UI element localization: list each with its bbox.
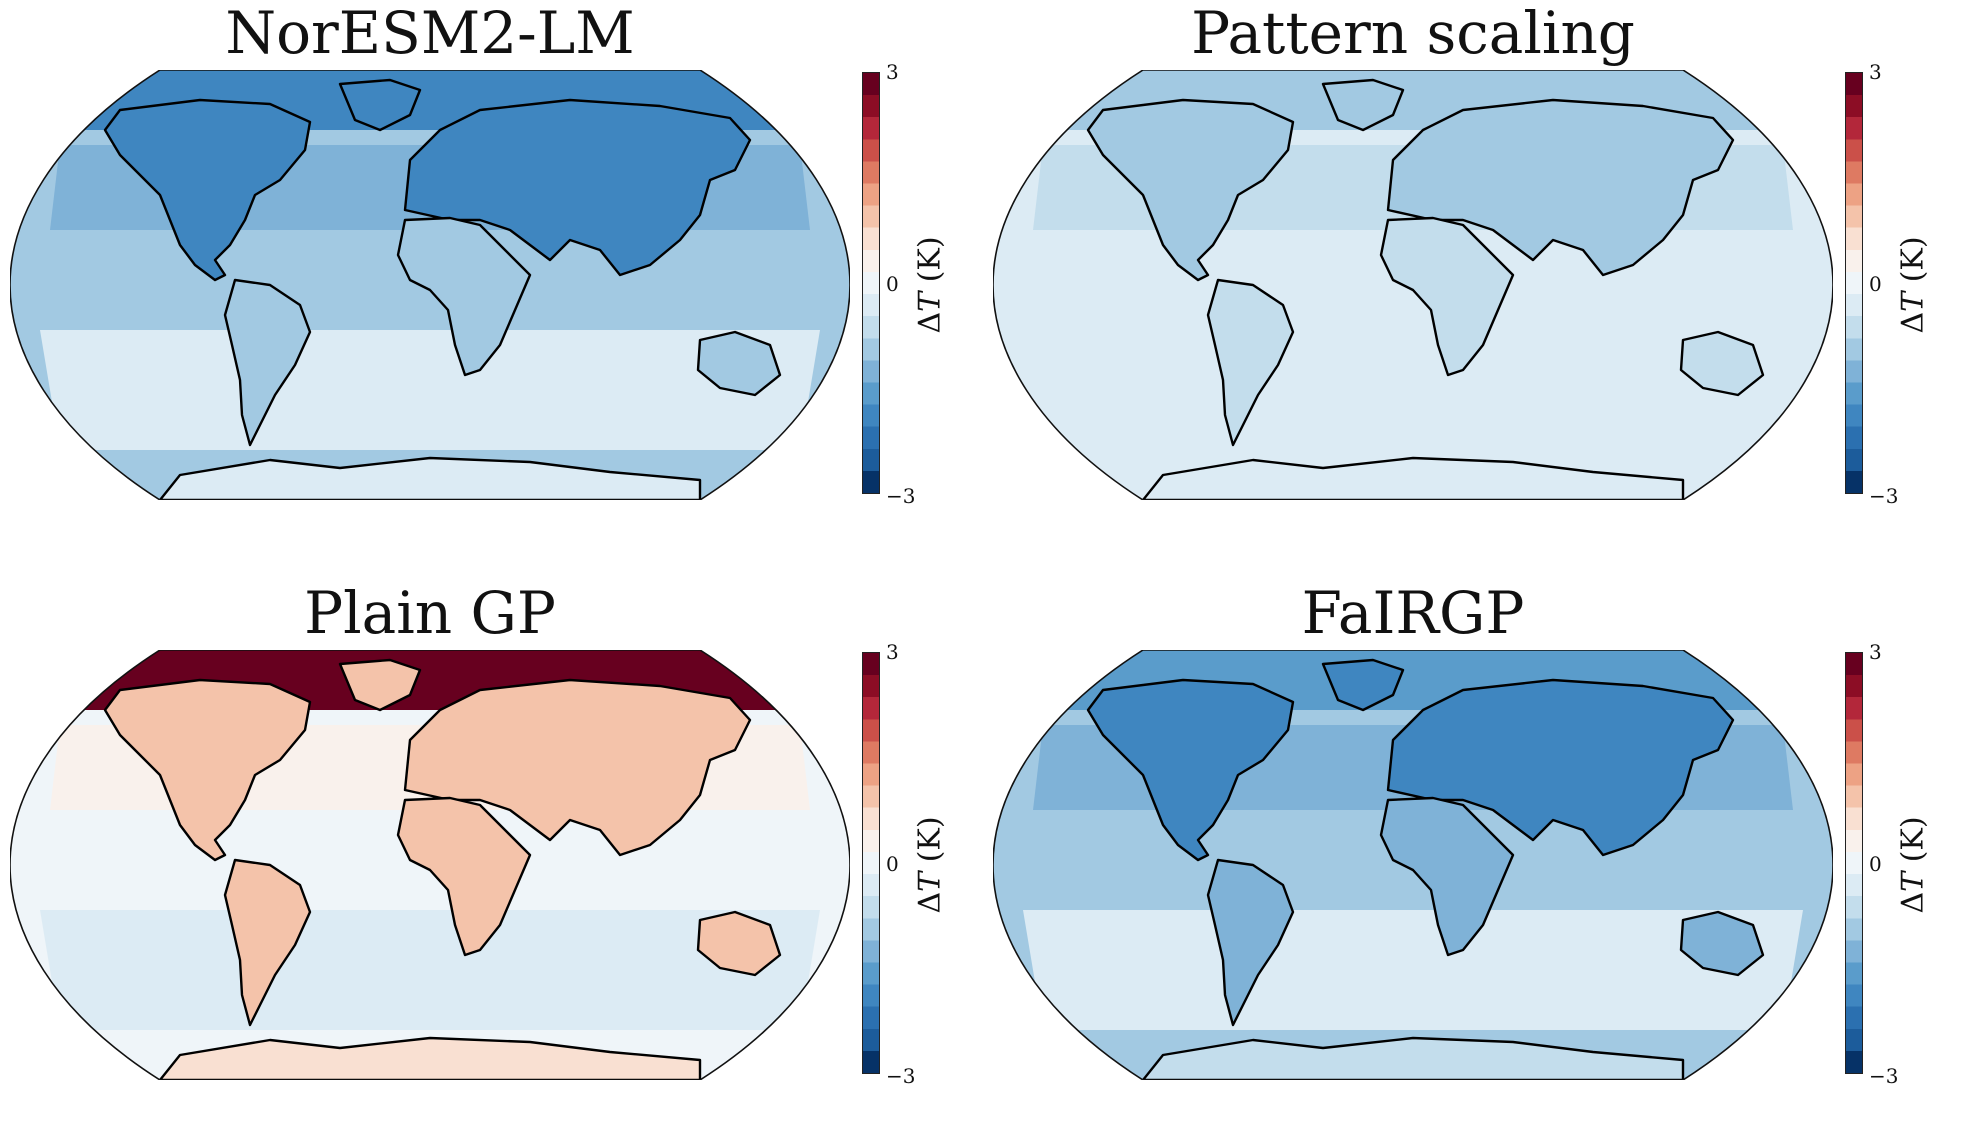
land-south-america bbox=[1206, 858, 1295, 1027]
colorbar-tick-mid: 0 bbox=[1869, 852, 1882, 876]
land-antarctica bbox=[1141, 1036, 1685, 1080]
land-africa bbox=[1379, 796, 1515, 957]
land-eurasia bbox=[403, 678, 752, 857]
land-greenland bbox=[1321, 78, 1405, 132]
land-eurasia bbox=[1386, 678, 1735, 857]
land-greenland bbox=[338, 78, 422, 132]
land-greenland bbox=[338, 658, 422, 712]
land-north-america bbox=[103, 678, 312, 862]
land-australia bbox=[696, 910, 782, 977]
land-africa bbox=[396, 796, 532, 957]
land-south-america bbox=[1206, 278, 1295, 447]
colorbar-tick-mid: 0 bbox=[886, 852, 899, 876]
panel-title: FaIRGP bbox=[1301, 579, 1525, 647]
land-africa bbox=[1379, 216, 1515, 377]
panel-plain-gp: Plain GP 3 0 −3 ΔT (K) bbox=[0, 580, 982, 1128]
colorbar bbox=[1845, 72, 1863, 494]
land-north-america bbox=[1086, 678, 1295, 862]
panel-title: NorESM2-LM bbox=[225, 0, 635, 67]
panel-noresm2-lm: NorESM2-LM 3 0 −3 ΔT (K) bbox=[0, 0, 982, 548]
colorbar-tick-min: −3 bbox=[886, 1064, 916, 1088]
panel-fairgp: FaIRGP 3 0 −3 ΔT (K) bbox=[983, 580, 1965, 1128]
colorbar bbox=[1845, 652, 1863, 1074]
land-north-america bbox=[103, 98, 312, 282]
panel-title: Pattern scaling bbox=[1191, 0, 1635, 67]
colorbar-tick-max: 3 bbox=[886, 60, 899, 84]
map-field bbox=[10, 650, 850, 1080]
land-antarctica bbox=[158, 1036, 702, 1080]
land-antarctica bbox=[1141, 456, 1685, 500]
map-field bbox=[993, 650, 1833, 1080]
map-boundary bbox=[10, 650, 850, 1080]
colorbar bbox=[862, 72, 880, 494]
land-australia bbox=[696, 330, 782, 397]
land-africa bbox=[396, 216, 532, 377]
land-eurasia bbox=[403, 98, 752, 277]
colorbar-tick-max: 3 bbox=[1869, 640, 1882, 664]
land-north-america bbox=[1086, 98, 1295, 282]
world-map bbox=[993, 70, 1833, 500]
colorbar-tick-max: 3 bbox=[1869, 60, 1882, 84]
colorbar-tick-max: 3 bbox=[886, 640, 899, 664]
world-map bbox=[10, 650, 850, 1080]
map-boundary bbox=[10, 70, 850, 500]
land-south-america bbox=[223, 278, 312, 447]
land-south-america bbox=[223, 858, 312, 1027]
map-field bbox=[993, 70, 1833, 500]
land-greenland bbox=[1321, 658, 1405, 712]
colorbar-tick-min: −3 bbox=[1869, 1064, 1899, 1088]
colorbar-label: ΔT (K) bbox=[912, 236, 948, 334]
colorbar-label: ΔT (K) bbox=[912, 816, 948, 914]
colorbar-label: ΔT (K) bbox=[1895, 816, 1931, 914]
land-australia bbox=[1679, 330, 1765, 397]
land-antarctica bbox=[158, 456, 702, 500]
panel-pattern-scaling: Pattern scaling 3 0 −3 ΔT (K) bbox=[983, 0, 1965, 548]
colorbar-tick-min: −3 bbox=[886, 484, 916, 508]
map-boundary bbox=[993, 650, 1833, 1080]
world-map bbox=[993, 650, 1833, 1080]
land-eurasia bbox=[1386, 98, 1735, 277]
map-boundary bbox=[993, 70, 1833, 500]
colorbar-tick-mid: 0 bbox=[886, 272, 899, 296]
colorbar-tick-min: −3 bbox=[1869, 484, 1899, 508]
panel-title: Plain GP bbox=[304, 579, 556, 647]
world-map bbox=[10, 70, 850, 500]
colorbar-label: ΔT (K) bbox=[1895, 236, 1931, 334]
map-field bbox=[10, 70, 850, 500]
colorbar-tick-mid: 0 bbox=[1869, 272, 1882, 296]
colorbar bbox=[862, 652, 880, 1074]
land-australia bbox=[1679, 910, 1765, 977]
